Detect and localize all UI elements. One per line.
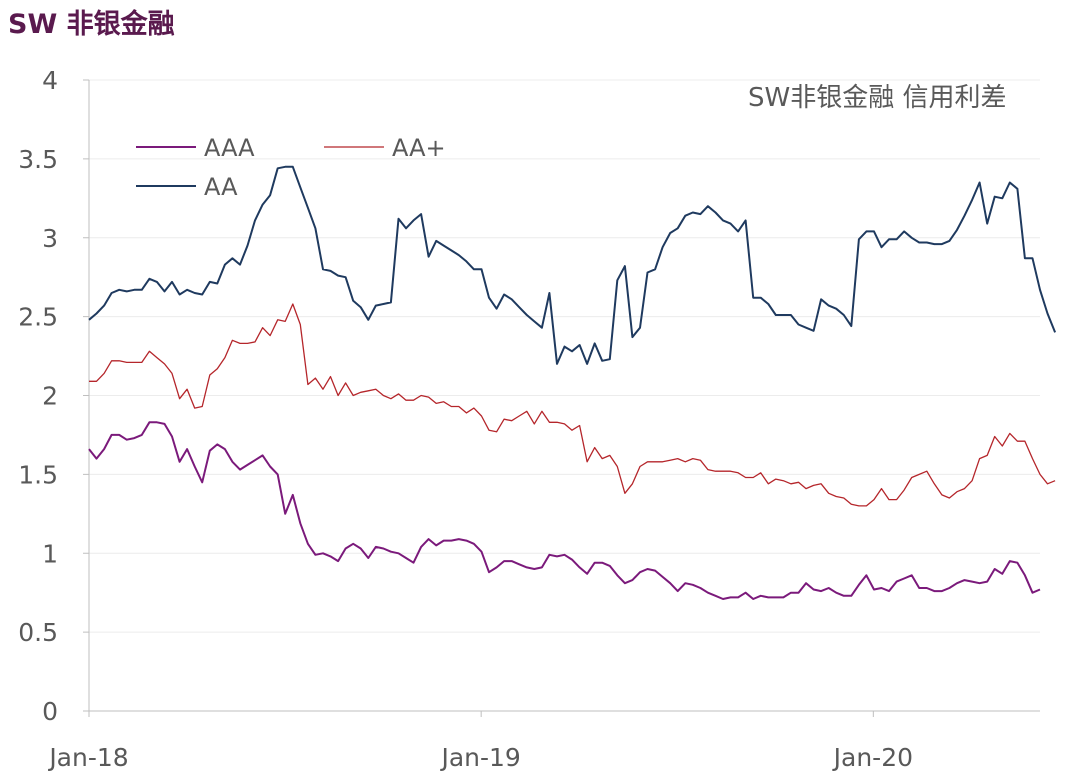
x-tick-label: Jan-19 (439, 743, 520, 772)
y-tick-label: 4 (42, 66, 58, 95)
series-lines (88, 165, 1057, 600)
y-tick-label: 3.5 (18, 145, 58, 174)
y-tick-label: 1.5 (18, 460, 58, 489)
y-tick-label: 3 (42, 224, 58, 253)
y-tick-label: 0 (42, 697, 58, 726)
series-line-aa (88, 165, 1057, 365)
y-tick-label: 1 (42, 539, 58, 568)
x-tick-label: Jan-18 (47, 743, 128, 772)
y-axis-ticks: 0 0.5 1 1.5 2 2.5 3 3.5 4 (18, 66, 89, 726)
x-axis-ticks: Jan-18 Jan-19 Jan-20 (47, 711, 913, 772)
y-tick-label: 2 (42, 382, 58, 411)
legend-label: AA (204, 173, 238, 201)
page-title: SW 非银金融 (8, 9, 175, 40)
legend-label: AA+ (392, 134, 446, 162)
series-line-aa-plus (89, 303, 1056, 507)
series-line-aaa (88, 421, 1041, 600)
x-tick-label: Jan-20 (832, 743, 913, 772)
chart-annotation: SW非银金融 信用利差 (748, 83, 1006, 113)
legend-label: AAA (204, 134, 255, 162)
y-tick-label: 2.5 (18, 303, 58, 332)
legend: AAA AA+ AA (136, 134, 446, 201)
gridlines (89, 79, 1040, 633)
y-tick-label: 0.5 (18, 618, 58, 647)
